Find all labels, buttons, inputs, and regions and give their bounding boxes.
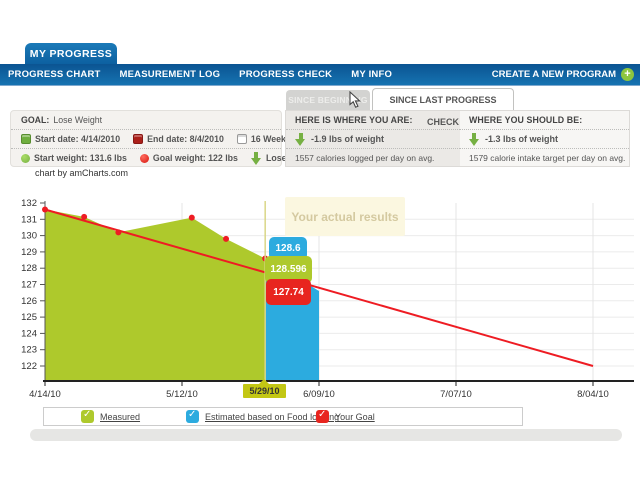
mouse-cursor-icon <box>349 91 361 108</box>
x-axis-label: 4/14/10 <box>29 389 61 400</box>
goal-value: Lose Weight <box>53 115 103 125</box>
tab-since-last-progress-check[interactable]: SINCE LAST PROGRESS CHECK <box>372 88 514 127</box>
footer-bar <box>30 429 622 441</box>
y-axis-label: 130 <box>21 231 37 242</box>
measured-bullet <box>188 214 195 221</box>
down-arrow-icon <box>250 151 262 165</box>
measured-checkbox-icon[interactable] <box>81 409 94 423</box>
x-axis-label: 7/07/10 <box>440 389 472 400</box>
should-weight-row: -1.3 lbs of weight <box>459 130 629 149</box>
should-column: WHERE YOU SHOULD BE: -1.3 lbs of weight … <box>459 111 629 166</box>
legend-item-estimated[interactable]: Estimated based on Food logging <box>186 409 339 423</box>
start-weight-bullet-icon <box>21 153 30 163</box>
y-axis-label: 122 <box>21 361 37 372</box>
goal-dates-row: Start date: 4/14/2010 End date: 8/4/2010… <box>11 130 291 149</box>
goal-panel: GOAL: Lose Weight Start date: 4/14/2010 … <box>10 110 316 167</box>
estimated-value-balloon: 128.6 <box>269 237 307 260</box>
start-date: Start date: 4/14/2010 <box>21 134 120 144</box>
down-arrow-icon <box>468 132 480 146</box>
goal-weight-bullet-icon <box>139 153 149 163</box>
start-date-calendar-icon <box>21 134 31 144</box>
nav-progress-chart[interactable]: PROGRESS CHART <box>8 69 101 80</box>
tab-my-progress[interactable]: MY PROGRESS <box>25 43 117 65</box>
y-axis-label: 124 <box>21 328 37 339</box>
status-panel: HERE IS WHERE YOU ARE: -1.9 lbs of weigh… <box>285 110 630 167</box>
x-axis-label: 6/09/10 <box>303 389 335 400</box>
cursor-date-balloon: 5/29/10 <box>243 379 286 398</box>
nav-my-info[interactable]: MY INFO <box>351 69 393 80</box>
measured-bullet <box>42 206 48 213</box>
end-date: End date: 8/4/2010 <box>133 134 224 144</box>
actual-results-tooltip: Your actual results <box>285 197 405 236</box>
create-new-program-button[interactable]: CREATE A NEW PROGRAM + <box>492 64 634 85</box>
chart-legend: Measured Estimated based on Food logging… <box>43 407 523 426</box>
y-axis-label: 131 <box>21 214 37 225</box>
duration-calendar-icon <box>236 134 247 144</box>
duration: 16 Weeks <box>236 134 291 144</box>
start-weight: Start weight: 131.6 lbs <box>21 153 127 163</box>
y-axis-label: 126 <box>21 296 37 307</box>
legend-item-measured[interactable]: Measured <box>81 409 140 423</box>
tab-since-beginning[interactable]: SINCE BEGINNING <box>286 90 370 110</box>
y-axis-label: 132 <box>21 198 37 209</box>
here-column: HERE IS WHERE YOU ARE: -1.9 lbs of weigh… <box>286 111 460 166</box>
y-axis-label: 128 <box>21 263 37 274</box>
legend-item-your-goal[interactable]: Your Goal <box>316 409 375 423</box>
goal-label: GOAL: <box>21 115 50 125</box>
measured-bullet <box>115 229 122 236</box>
y-axis-label: 123 <box>21 345 37 356</box>
down-arrow-icon <box>295 132 306 146</box>
plus-icon: + <box>621 68 634 81</box>
estimated-checkbox-icon[interactable] <box>186 409 199 423</box>
nav-progress-check[interactable]: PROGRESS CHECK <box>239 69 333 80</box>
measured-bullet <box>81 213 88 220</box>
here-weight-row: -1.9 lbs of weight <box>286 130 460 149</box>
should-calories: 1579 calorie intake target per day on av… <box>468 153 626 163</box>
here-calories: 1557 calories logged per day on avg. <box>295 153 435 163</box>
goal-title-row: GOAL: Lose Weight <box>11 111 281 130</box>
goal-line <box>44 208 594 367</box>
x-axis-label: 5/12/10 <box>166 389 198 400</box>
y-axis-label: 129 <box>21 247 37 258</box>
goal-weight: Goal weight: 122 lbs <box>139 153 238 163</box>
your-goal-checkbox-icon[interactable] <box>316 409 329 423</box>
measured-value-balloon: 128.596 <box>265 256 312 283</box>
goal-value-balloon: 127.74 <box>266 279 311 305</box>
goal-weights-row: Start weight: 131.6 lbs Goal weight: 122… <box>11 149 316 167</box>
should-title: WHERE YOU SHOULD BE: <box>459 111 629 130</box>
here-title: HERE IS WHERE YOU ARE: <box>286 111 460 130</box>
x-axis-label: 8/04/10 <box>577 389 609 400</box>
nav-measurement-log[interactable]: MEASUREMENT LOG <box>119 69 221 80</box>
chart-credit: chart by amCharts.com <box>35 168 129 178</box>
y-axis-label: 127 <box>21 280 37 291</box>
y-axis-label: 125 <box>21 312 37 323</box>
end-date-calendar-icon <box>133 134 144 144</box>
measured-bullet <box>223 235 230 242</box>
series-area <box>45 209 266 381</box>
create-new-program-label: CREATE A NEW PROGRAM <box>491 69 616 80</box>
main-nav: PROGRESS CHART MEASUREMENT LOG PROGRESS … <box>0 64 640 86</box>
